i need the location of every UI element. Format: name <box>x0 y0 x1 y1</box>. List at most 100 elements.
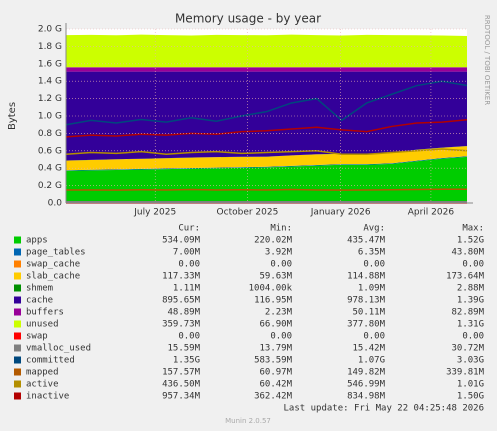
area <box>66 146 467 171</box>
legend-stat: 30.72M <box>451 344 484 354</box>
y-tick-label: 1.0 G <box>38 112 62 122</box>
legend-label: mapped <box>26 368 59 378</box>
legend-stat: 15.59M <box>167 344 200 354</box>
legend-stat: 0.00 <box>270 260 292 270</box>
legend-stat: 0.00 <box>363 260 385 270</box>
legend-stat: 978.13M <box>347 296 386 306</box>
legend-stat: 173.64M <box>446 272 485 282</box>
legend-stat: 339.81M <box>446 368 485 378</box>
legend-label: apps <box>26 236 48 246</box>
legend-stat: 0.00 <box>363 332 385 342</box>
legend-header: Min: <box>270 224 292 234</box>
legend-label: buffers <box>26 308 64 318</box>
legend-label: shmem <box>26 284 53 294</box>
legend-label: committed <box>26 356 75 366</box>
legend-swatch <box>14 320 21 328</box>
y-tick-label: 1.4 G <box>38 77 62 87</box>
legend-stat: 1.07G <box>358 356 385 366</box>
area <box>66 67 467 72</box>
legend-stat: 2.23M <box>265 308 293 318</box>
legend-swatch <box>14 296 21 304</box>
legend-swatch <box>14 260 21 268</box>
legend-stat: 82.89M <box>451 308 484 318</box>
legend-swatch <box>14 344 21 352</box>
legend-stat: 1.11M <box>173 284 201 294</box>
legend-stat: 362.42M <box>254 392 293 402</box>
legend-stat: 377.80M <box>347 320 386 330</box>
legend-label: swap <box>26 332 48 342</box>
last-update: Last update: Fri May 22 04:25:48 2026 <box>284 404 484 414</box>
legend-stat: 60.97M <box>259 368 292 378</box>
legend-stat: 0.00 <box>178 332 200 342</box>
legend-label: inactive <box>26 392 69 402</box>
legend-stat: 1.39G <box>457 296 484 306</box>
x-tick-label: October 2025 <box>217 208 279 218</box>
y-tick-label: 0.6 G <box>38 146 62 156</box>
legend-stat: 60.42M <box>259 380 292 390</box>
area <box>66 71 467 161</box>
legend-stat: 3.92M <box>265 248 293 258</box>
legend-stat: 1004.00k <box>249 284 293 294</box>
legend-stat: 2.88M <box>457 284 485 294</box>
legend-stat: 546.99M <box>347 380 386 390</box>
y-tick-label: 1.2 G <box>38 94 62 104</box>
legend-stat: 149.82M <box>347 368 386 378</box>
legend-stat: 583.59M <box>254 356 293 366</box>
legend-stat: 436.50M <box>162 380 201 390</box>
legend-stat: 1.09M <box>358 284 386 294</box>
legend-label: cache <box>26 296 53 306</box>
footer: Munin 2.0.57 <box>225 417 271 425</box>
legend-stat: 1.50G <box>457 392 484 402</box>
legend-swatch <box>14 368 21 376</box>
legend-stat: 834.98M <box>347 392 386 402</box>
legend-swatch <box>14 236 21 244</box>
legend-stat: 116.95M <box>254 296 293 306</box>
legend-stat: 114.88M <box>347 272 386 282</box>
chart-title: Memory usage - by year <box>175 12 321 26</box>
legend-stat: 435.47M <box>347 236 386 246</box>
legend-label: active <box>26 380 59 390</box>
legend-header: Avg: <box>363 224 385 234</box>
legend-swatch <box>14 248 21 256</box>
legend-label: page_tables <box>26 248 86 258</box>
side-note: RRDTOOL / TOBI OETIKER <box>483 15 491 105</box>
legend-stat: 66.90M <box>259 320 292 330</box>
legend-swatch <box>14 392 21 400</box>
legend-stat: 15.42M <box>352 344 385 354</box>
legend-label: unused <box>26 320 59 330</box>
legend-stat: 0.00 <box>462 260 484 270</box>
legend-stat: 957.34M <box>162 392 201 402</box>
legend-stat: 48.89M <box>167 308 200 318</box>
y-tick-label: 1.8 G <box>38 42 62 52</box>
legend-stat: 117.33M <box>162 272 201 282</box>
legend-stat: 220.02M <box>254 236 293 246</box>
legend-header: Max: <box>462 224 484 234</box>
y-tick-label: 0.4 G <box>38 164 62 174</box>
legend-stat: 13.79M <box>259 344 292 354</box>
legend-header: Cur: <box>178 224 200 234</box>
legend-swatch <box>14 356 21 364</box>
legend-stat: 0.00 <box>270 332 292 342</box>
legend-stat: 359.73M <box>162 320 201 330</box>
line <box>65 80 468 126</box>
y-axis-label: Bytes <box>7 102 18 130</box>
legend-label: vmalloc_used <box>26 344 91 354</box>
x-tick-label: April 2026 <box>408 208 455 218</box>
area <box>66 34 467 68</box>
legend-stat: 7.00M <box>173 248 201 258</box>
legend-stat: 3.03G <box>457 356 484 366</box>
legend-stat: 50.11M <box>352 308 385 318</box>
legend-label: slab_cache <box>26 272 80 282</box>
legend-stat: 59.63M <box>259 272 292 282</box>
line <box>66 188 467 191</box>
legend-stat: 6.35M <box>358 248 386 258</box>
legend-stat: 157.57M <box>162 368 201 378</box>
legend-label: swap_cache <box>26 260 80 270</box>
y-tick-label: 0.8 G <box>38 129 62 139</box>
legend-stat: 895.65M <box>162 296 201 306</box>
y-tick-label: 1.6 G <box>38 59 62 69</box>
y-tick-label: 2.0 G <box>38 25 62 35</box>
legend-stat: 1.01G <box>457 380 484 390</box>
x-tick-label: January 2026 <box>310 208 371 218</box>
